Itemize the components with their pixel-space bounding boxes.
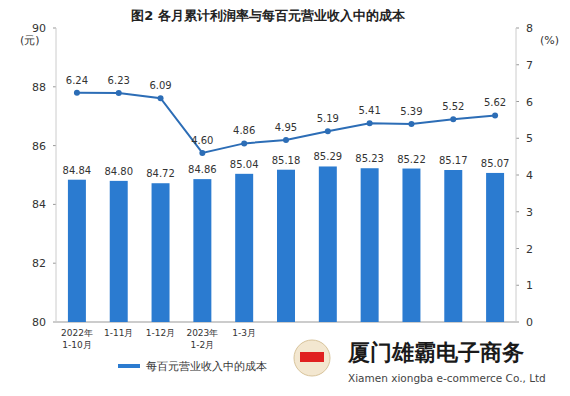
bar-label: 85.23 [355,153,384,164]
bar [402,169,420,322]
bar [235,174,253,322]
y2-tick-label: 2 [526,243,533,256]
line-label: 6.23 [108,75,130,86]
x-tick-label-line: 1-2月 [191,340,215,350]
chart: 图2 各月累计利润率与每百元营业收入中的成本(元)(%)808284868890… [0,0,570,396]
bar-label: 84.80 [104,166,133,177]
x-tick-label: 1-12月 [146,328,175,338]
bar-label: 84.86 [188,164,217,175]
data-labels: 84.84 84.80 84.72 84.86 85.04 85.18 85.29 85.23… [63,75,510,180]
y-axis [56,28,57,322]
line-marker [116,90,122,96]
x-tick-label-line: 2023年 [186,328,218,338]
y2-axis-label: (%) [540,34,559,47]
line-marker [241,140,247,146]
bar [486,173,504,322]
line-label: 4.95 [275,122,297,133]
line-marker [158,95,164,101]
y2-tick-label: 0 [526,316,533,329]
line-marker [325,128,331,134]
plot-area [68,90,504,322]
bar [68,180,86,322]
bar [277,170,295,322]
bar-label: 85.17 [439,155,468,166]
line-label: 6.09 [149,80,171,91]
line-label: 5.39 [400,106,422,117]
x-tick-label: 1-3月 [232,328,256,338]
bar-label: 84.72 [146,168,175,179]
x-tick-label: 2023年 1-2月 [186,328,218,350]
line-marker [74,90,80,96]
y-axis-label: (元) [20,34,40,47]
bar [361,168,379,322]
bar [444,170,462,322]
legend-swatch [118,364,140,368]
bar-label: 85.04 [230,159,259,170]
y2-tick-label: 7 [526,59,533,72]
bar-label: 84.84 [63,165,92,176]
y2-tick-label: 1 [526,279,533,292]
line-label: 5.52 [442,101,464,112]
bar-label: 85.07 [481,158,510,169]
x-tick-label: 2022年 1-10月 [61,328,93,350]
line [77,93,495,153]
bar [193,179,211,322]
x-tick-label-line: 2022年 [61,328,93,338]
annotation: 厦门雄霸电子商务 [347,340,524,365]
bar-label: 85.29 [313,151,342,162]
line-marker [367,120,373,126]
watermark-logo [300,352,324,362]
watermark: 厦门雄霸电子商务 Xiamen xiongba e-commerce Co., L… [294,340,546,384]
y2-tick-label: 5 [526,132,533,145]
x-tick-label-line: 1-11月 [104,328,133,338]
bar-label: 85.22 [397,154,426,165]
line-marker [408,121,414,127]
line-marker [450,116,456,122]
y-tick-label: 82 [32,257,46,270]
x-tick-label-line: 1-10月 [62,340,91,350]
y-tick-label: 84 [32,198,46,211]
line-label: 4.86 [233,125,255,136]
title: 图2 各月累计利润率与每百元营业收入中的成本 [131,8,406,23]
y2-axis [516,28,517,322]
line-marker [199,150,205,156]
bar-label: 85.18 [272,155,301,166]
x-tick-label-line: 1-12月 [146,328,175,338]
line-label: 4.60 [191,135,213,146]
annotation: Xiamen xiongba e-commerce Co., Ltd [348,372,546,384]
y-tick-label: 86 [32,140,46,153]
line-marker [283,137,289,143]
x-tick-label-line: 1-3月 [232,328,256,338]
line-label: 6.24 [66,75,88,86]
legend-label: 每百元营业收入中的成本 [146,360,267,373]
line-label: 5.62 [484,97,506,108]
bar [110,181,128,322]
y-tick-label: 90 [32,22,46,35]
x-tick-label: 1-11月 [104,328,133,338]
y2-tick-label: 8 [526,22,533,35]
y2-tick-label: 3 [526,206,533,219]
line-marker [492,112,498,118]
y2-tick-label: 4 [526,169,533,182]
y-tick-label: 88 [32,81,46,94]
y2-tick-label: 6 [526,96,533,109]
bar [152,183,170,322]
bar [319,166,337,322]
watermark-logo [294,340,330,376]
line-label: 5.41 [359,105,381,116]
line-label: 5.19 [317,113,339,124]
y-tick-label: 80 [32,316,46,329]
